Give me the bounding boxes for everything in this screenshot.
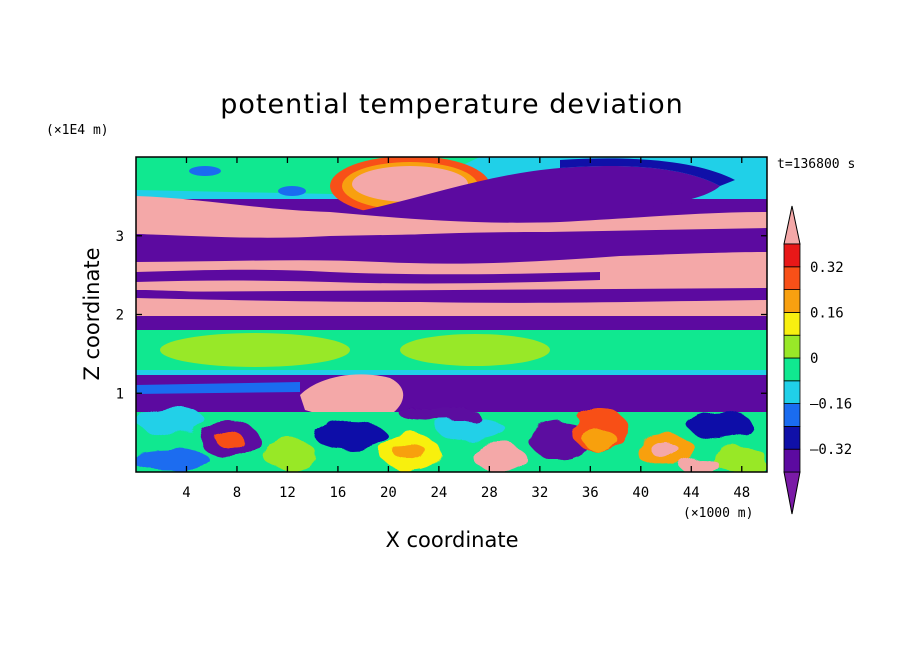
- colorbar-tick-label: 0.16: [810, 305, 844, 321]
- eddy: [314, 421, 386, 449]
- colorbar-tick-label: 0.32: [810, 260, 844, 276]
- layer-pink-upper: [136, 196, 767, 240]
- y-tick-label: 2: [116, 308, 124, 324]
- colorbar-segment: [783, 425, 801, 450]
- x-tick-label: 44: [683, 485, 700, 501]
- x-tick-label: 20: [380, 485, 397, 501]
- y-unit-label: (×1E4 m): [46, 123, 109, 138]
- x-tick-label: 24: [430, 485, 447, 501]
- eddy: [584, 428, 616, 452]
- x-tick-label: 48: [733, 485, 750, 501]
- chart-title: potential temperature deviation: [220, 89, 683, 120]
- x-tick-label: 40: [632, 485, 649, 501]
- y-tick-label: 3: [116, 229, 124, 245]
- colorbar-tick-label: –0.16: [810, 397, 852, 413]
- y-axis-title: Z coordinate: [80, 247, 104, 380]
- x-tick-label: 32: [531, 485, 548, 501]
- band-lower-purple: [136, 375, 767, 415]
- colorbar-segment: [783, 334, 801, 359]
- colorbar-extend-high: [783, 205, 801, 245]
- spot-blue-mid: [278, 186, 306, 196]
- colorbar-segment: [783, 357, 801, 382]
- eddy: [136, 450, 210, 470]
- x-unit-label: (×1000 m): [683, 506, 753, 521]
- eddy: [136, 406, 204, 434]
- colorbar-segment: [783, 448, 801, 473]
- eddy: [394, 443, 426, 461]
- eddy: [651, 442, 679, 458]
- layer-purple-lower: [136, 288, 767, 301]
- x-tick-label: 28: [481, 485, 498, 501]
- blob-lower-blue: [136, 382, 300, 394]
- x-tick-label: 4: [182, 485, 190, 501]
- spot-blue-left: [189, 166, 221, 176]
- x-axis-title: X coordinate: [385, 528, 518, 552]
- blob-lower-pink: [300, 374, 404, 418]
- colorbar-segment: [783, 289, 801, 313]
- layer-pink-lower: [136, 298, 767, 321]
- line-middle-cyan: [136, 370, 767, 375]
- eddy: [216, 432, 244, 448]
- eddy: [712, 448, 767, 472]
- eddy: [400, 409, 480, 421]
- eddy: [436, 416, 504, 440]
- blob-middle-lime-right: [400, 334, 550, 366]
- layer-purple-base: [136, 316, 767, 330]
- turbulent-eddies: [136, 406, 767, 472]
- colorbar-tick-label: –0.32: [810, 442, 852, 458]
- colorbar-extend-low: [783, 471, 801, 515]
- y-tick-label: 1: [116, 386, 124, 402]
- colorbar-segment: [783, 243, 801, 268]
- x-tick-label: 16: [329, 485, 346, 501]
- blob-middle-lime-left: [160, 333, 350, 367]
- blob-top-purple: [340, 166, 720, 224]
- colorbar-tick-label: 0: [810, 351, 818, 367]
- colorbar-segment: [783, 403, 801, 427]
- layer-pink-mid: [136, 252, 767, 295]
- blob-top-blue-edge: [560, 158, 735, 186]
- y-axis: 1 2 3: [116, 229, 767, 402]
- layer-purple-upper: [136, 228, 767, 257]
- contour-field: [136, 157, 767, 472]
- x-tick-label: 12: [279, 485, 296, 501]
- colorbar-segment: [783, 311, 801, 336]
- colorbar: 0.32 0.16 0 –0.16 –0.32: [783, 205, 852, 515]
- x-axis: 4 8 12 16 20 24 28 32 36 40 44 48: [182, 157, 750, 501]
- x-tick-label: 8: [233, 485, 241, 501]
- eddy: [688, 411, 752, 439]
- x-tick-label: 36: [582, 485, 599, 501]
- eddy: [264, 439, 316, 471]
- time-label: t=136800 s: [777, 157, 855, 172]
- colorbar-segment: [783, 380, 801, 404]
- layer-purple-mid: [136, 269, 600, 284]
- colorbar-segment: [783, 266, 801, 290]
- eddy: [474, 444, 526, 472]
- eddy: [680, 458, 720, 472]
